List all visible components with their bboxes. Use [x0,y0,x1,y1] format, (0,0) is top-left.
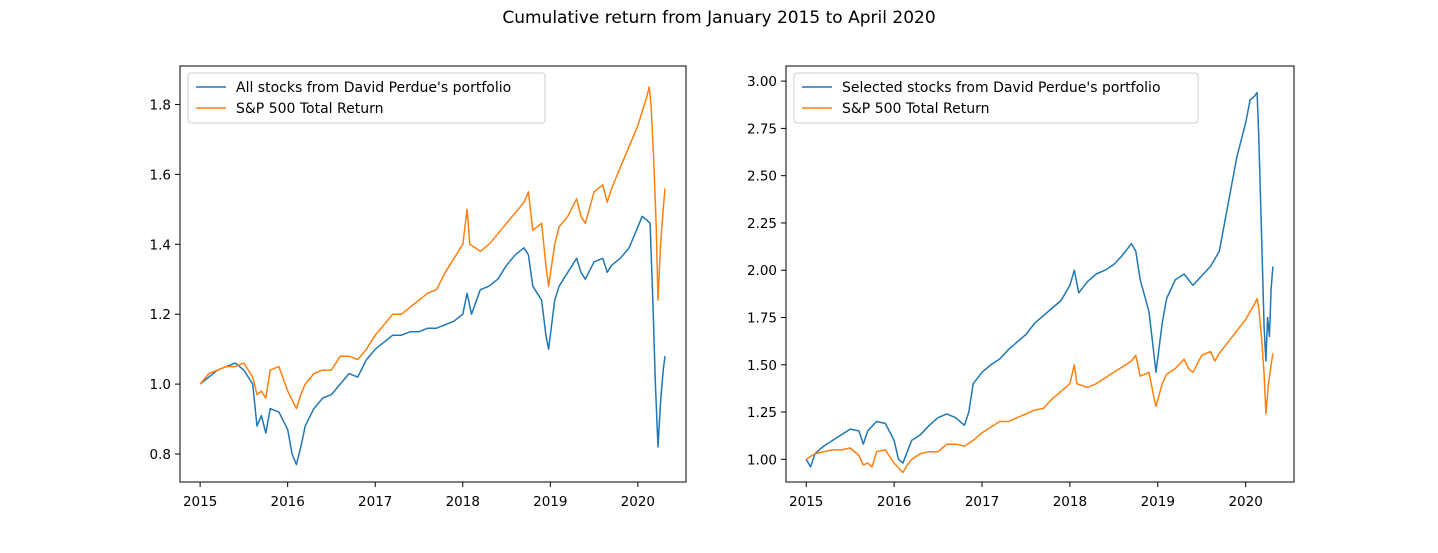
left-y-tick-label: 0.8 [150,447,171,463]
left-x-tick-label: 2020 [621,494,655,510]
right-series-line-1 [805,91,1274,468]
right-x-tick-label: 2016 [877,494,911,510]
right-series-line-2 [805,297,1274,474]
left-y-tick-label: 1.2 [150,307,171,323]
left-y-tick-label: 1.6 [150,167,171,183]
left-legend-label-1: All stocks from David Perdue's portfolio [236,80,511,96]
right-y-tick-label: 1.00 [747,452,777,468]
left-series-line-2 [199,86,666,410]
right-x-tick-label: 2017 [965,494,999,510]
right-legend-label-2: S&P 500 Total Return [842,101,989,117]
right-y-tick-label: 2.75 [747,121,777,137]
right-y-tick-label: 2.25 [747,216,777,232]
right-x-tick-label: 2015 [789,494,823,510]
right-y-tick-label: 2.50 [747,169,777,185]
right-legend [793,72,1199,124]
left-legend [187,72,546,124]
left-series-line-1 [199,215,666,466]
right-y-tick-label: 1.75 [747,310,777,326]
left-axes-frame [179,65,687,483]
left-legend-label-2: S&P 500 Total Return [236,101,383,117]
left-x-tick-label: 2018 [446,494,480,510]
right-y-tick-label: 2.00 [747,263,777,279]
right-chart-panel: 2015 2016 2017 2018 2019 2020 1.00 1.25 1.50 1.75… [747,65,1295,510]
right-x-tick-label: 2018 [1053,494,1087,510]
figure-title: Cumulative return from January 2015 to A… [502,8,936,28]
right-y-tick-label: 1.25 [747,405,777,421]
right-x-tick-label: 2020 [1228,494,1262,510]
left-x-tick-label: 2016 [270,494,304,510]
right-legend-label-1: Selected stocks from David Perdue's port… [842,80,1161,96]
left-x-tick-label: 2019 [533,494,567,510]
right-y-tick-label: 3.00 [747,74,777,90]
left-x-tick-label: 2015 [183,494,217,510]
left-y-tick-label: 1.4 [150,237,171,253]
right-axes-frame [785,65,1295,483]
left-x-tick-label: 2017 [358,494,392,510]
right-x-tick-label: 2019 [1141,494,1175,510]
left-y-tick-label: 1.0 [150,377,171,393]
right-y-tick-label: 1.50 [747,358,777,374]
left-y-tick-label: 1.8 [150,97,171,113]
left-chart-panel: 2015 2016 2017 2018 2019 2020 0.8 1.0 1.2 1.4 1.6 1… [150,65,687,510]
